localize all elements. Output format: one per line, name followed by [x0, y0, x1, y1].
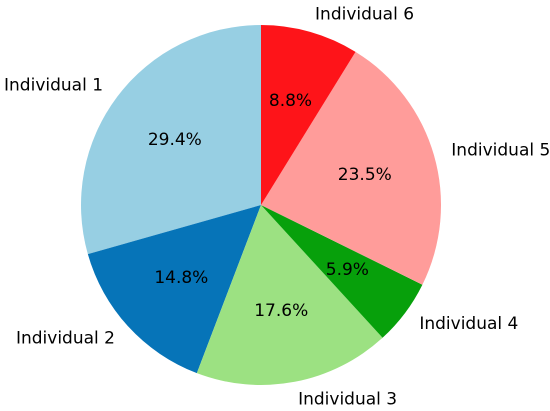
slice-pct-label-6: 8.8%	[269, 91, 312, 111]
slice-pct-label-3: 17.6%	[254, 301, 308, 321]
slice-label-5: Individual 5	[451, 140, 550, 160]
slice-label-4: Individual 4	[419, 314, 518, 334]
pie-slice-2	[87, 205, 261, 374]
slice-label-6: Individual 6	[315, 5, 414, 25]
slice-label-3: Individual 3	[298, 389, 397, 409]
slices-layer	[81, 25, 442, 385]
pie-slice-4	[261, 205, 423, 338]
slice-pct-label-5: 23.5%	[338, 165, 392, 185]
pie-slice-1	[81, 25, 262, 255]
slice-label-2: Individual 2	[16, 329, 115, 349]
slice-pct-label-1: 29.4%	[148, 130, 202, 150]
slice-pct-label-2: 14.8%	[154, 268, 208, 288]
slice-label-1: Individual 1	[4, 76, 103, 96]
pie-slice-6	[261, 25, 356, 205]
slice-pct-label-4: 5.9%	[326, 260, 369, 280]
labels-layer: Individual 1 29.4% Individual 2 14.8% Indivi…	[4, 5, 550, 410]
pie-slice-5	[261, 51, 442, 285]
pie-slice-3	[196, 205, 383, 385]
